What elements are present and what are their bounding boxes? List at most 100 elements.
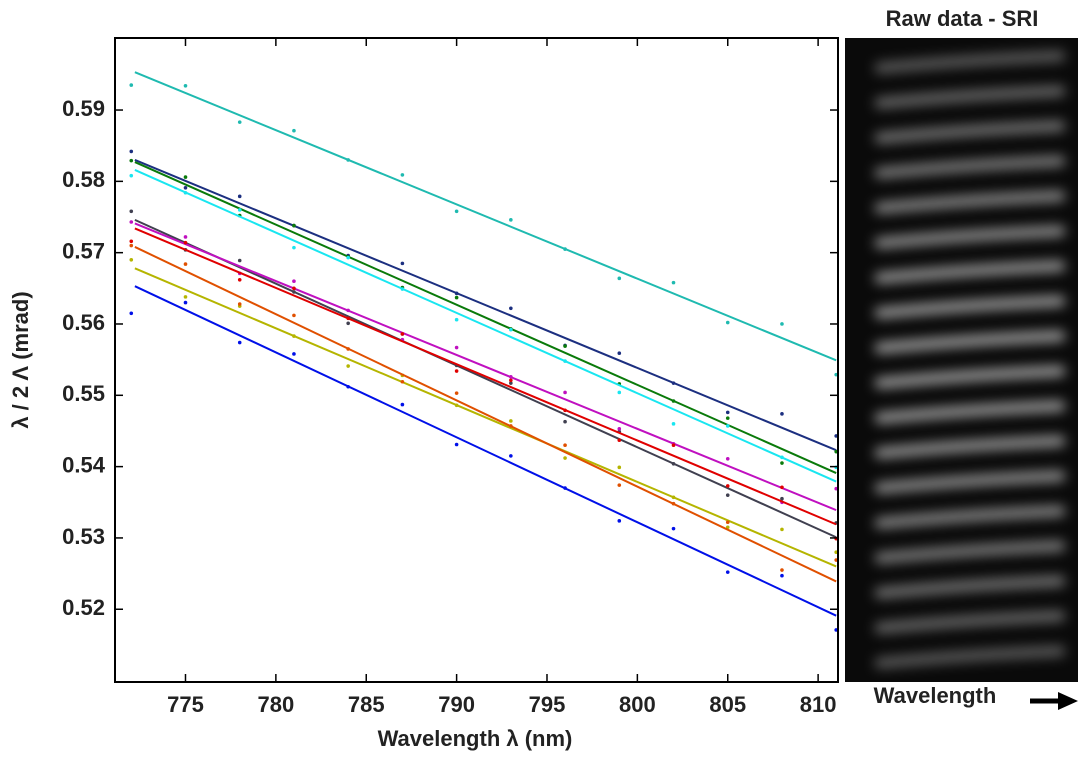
y-tick-label: 0.53 <box>62 524 105 549</box>
data-point <box>509 218 513 222</box>
data-point <box>617 427 622 431</box>
data-point <box>725 493 730 497</box>
data-point <box>183 175 188 179</box>
data-point <box>780 412 784 416</box>
fringe <box>874 365 1066 389</box>
data-point <box>563 419 567 424</box>
y-tick-label: 0.57 <box>62 238 105 263</box>
fit-line <box>134 71 837 362</box>
x-tick-label: 795 <box>529 692 566 717</box>
fit-line <box>134 159 837 452</box>
data-point <box>129 257 134 262</box>
data-point <box>617 351 622 356</box>
data-point <box>780 322 784 326</box>
data-point <box>183 185 188 190</box>
data-point <box>617 519 622 523</box>
fringe <box>874 85 1066 109</box>
data-point <box>129 220 134 224</box>
panel-title: Raw data - SRI <box>886 6 1039 31</box>
data-point <box>129 83 134 87</box>
data-point <box>509 381 513 385</box>
data-point <box>237 302 242 306</box>
arrow <box>1030 692 1078 710</box>
data-point <box>400 402 405 407</box>
panel-label: Wavelength <box>874 683 997 708</box>
data-point <box>671 443 676 448</box>
data-point <box>780 527 784 532</box>
fringe <box>874 540 1066 564</box>
data-point <box>617 483 622 487</box>
data-point <box>509 327 513 332</box>
data-point <box>237 277 242 282</box>
data-point <box>129 173 134 178</box>
axes-frame <box>114 37 839 683</box>
y-tick-label: 0.55 <box>62 381 105 406</box>
data-point <box>237 120 242 124</box>
x-tick-label: 785 <box>348 692 385 717</box>
data-point <box>563 344 567 348</box>
data-point <box>617 465 622 470</box>
data-point <box>400 261 405 266</box>
data-point <box>780 485 784 490</box>
data-point <box>183 262 188 266</box>
fringe <box>874 260 1066 284</box>
data-point <box>454 209 459 214</box>
y-tick-label: 0.52 <box>62 595 105 620</box>
fit-line <box>134 161 837 474</box>
data-point <box>292 352 296 356</box>
data-point <box>725 456 730 461</box>
data-point <box>617 390 622 395</box>
data-point <box>725 484 730 488</box>
data-point <box>617 438 622 443</box>
data-point <box>725 570 730 574</box>
data-point <box>237 194 242 199</box>
data-point <box>183 83 188 88</box>
data-point <box>454 369 459 373</box>
data-point <box>725 416 730 420</box>
data-point <box>292 279 296 283</box>
data-point <box>400 332 405 336</box>
x-tick-label: 800 <box>619 692 656 717</box>
data-point <box>780 496 784 501</box>
fringe <box>874 120 1066 144</box>
fit-line <box>134 227 837 526</box>
y-axis-label: λ / 2 Λ (mrad) <box>8 291 33 428</box>
data-point <box>780 568 784 572</box>
data-point <box>292 223 296 228</box>
data-point <box>346 364 350 368</box>
data-point <box>183 295 188 299</box>
raw-image <box>845 38 1078 682</box>
fringe <box>874 50 1066 74</box>
data-point <box>237 208 242 212</box>
fringe <box>874 435 1066 459</box>
fringe <box>874 575 1066 599</box>
fringe-pattern <box>874 50 1066 669</box>
data-point <box>563 456 567 460</box>
data-point <box>563 390 567 395</box>
data-point <box>292 313 296 318</box>
data-point <box>725 410 730 415</box>
data-point <box>509 454 513 458</box>
data-point <box>129 149 134 154</box>
data-point <box>129 311 134 316</box>
data-point <box>725 320 730 325</box>
data-point <box>183 240 188 245</box>
data-point <box>292 245 296 250</box>
data-point <box>454 442 459 447</box>
data-point <box>671 526 676 531</box>
fringe <box>874 330 1066 354</box>
data-point <box>237 340 242 345</box>
fringe <box>874 155 1066 179</box>
x-tick-label: 805 <box>709 692 746 717</box>
fringe <box>874 610 1066 634</box>
x-axis-label: Wavelength λ (nm) <box>378 726 573 751</box>
data-point <box>129 209 134 214</box>
data-point <box>617 276 622 281</box>
x-tick-label: 810 <box>800 692 837 717</box>
data-point <box>563 443 567 448</box>
fringe <box>874 505 1066 529</box>
data-point <box>129 243 134 248</box>
fit-line <box>134 218 837 539</box>
data-point <box>292 128 296 133</box>
